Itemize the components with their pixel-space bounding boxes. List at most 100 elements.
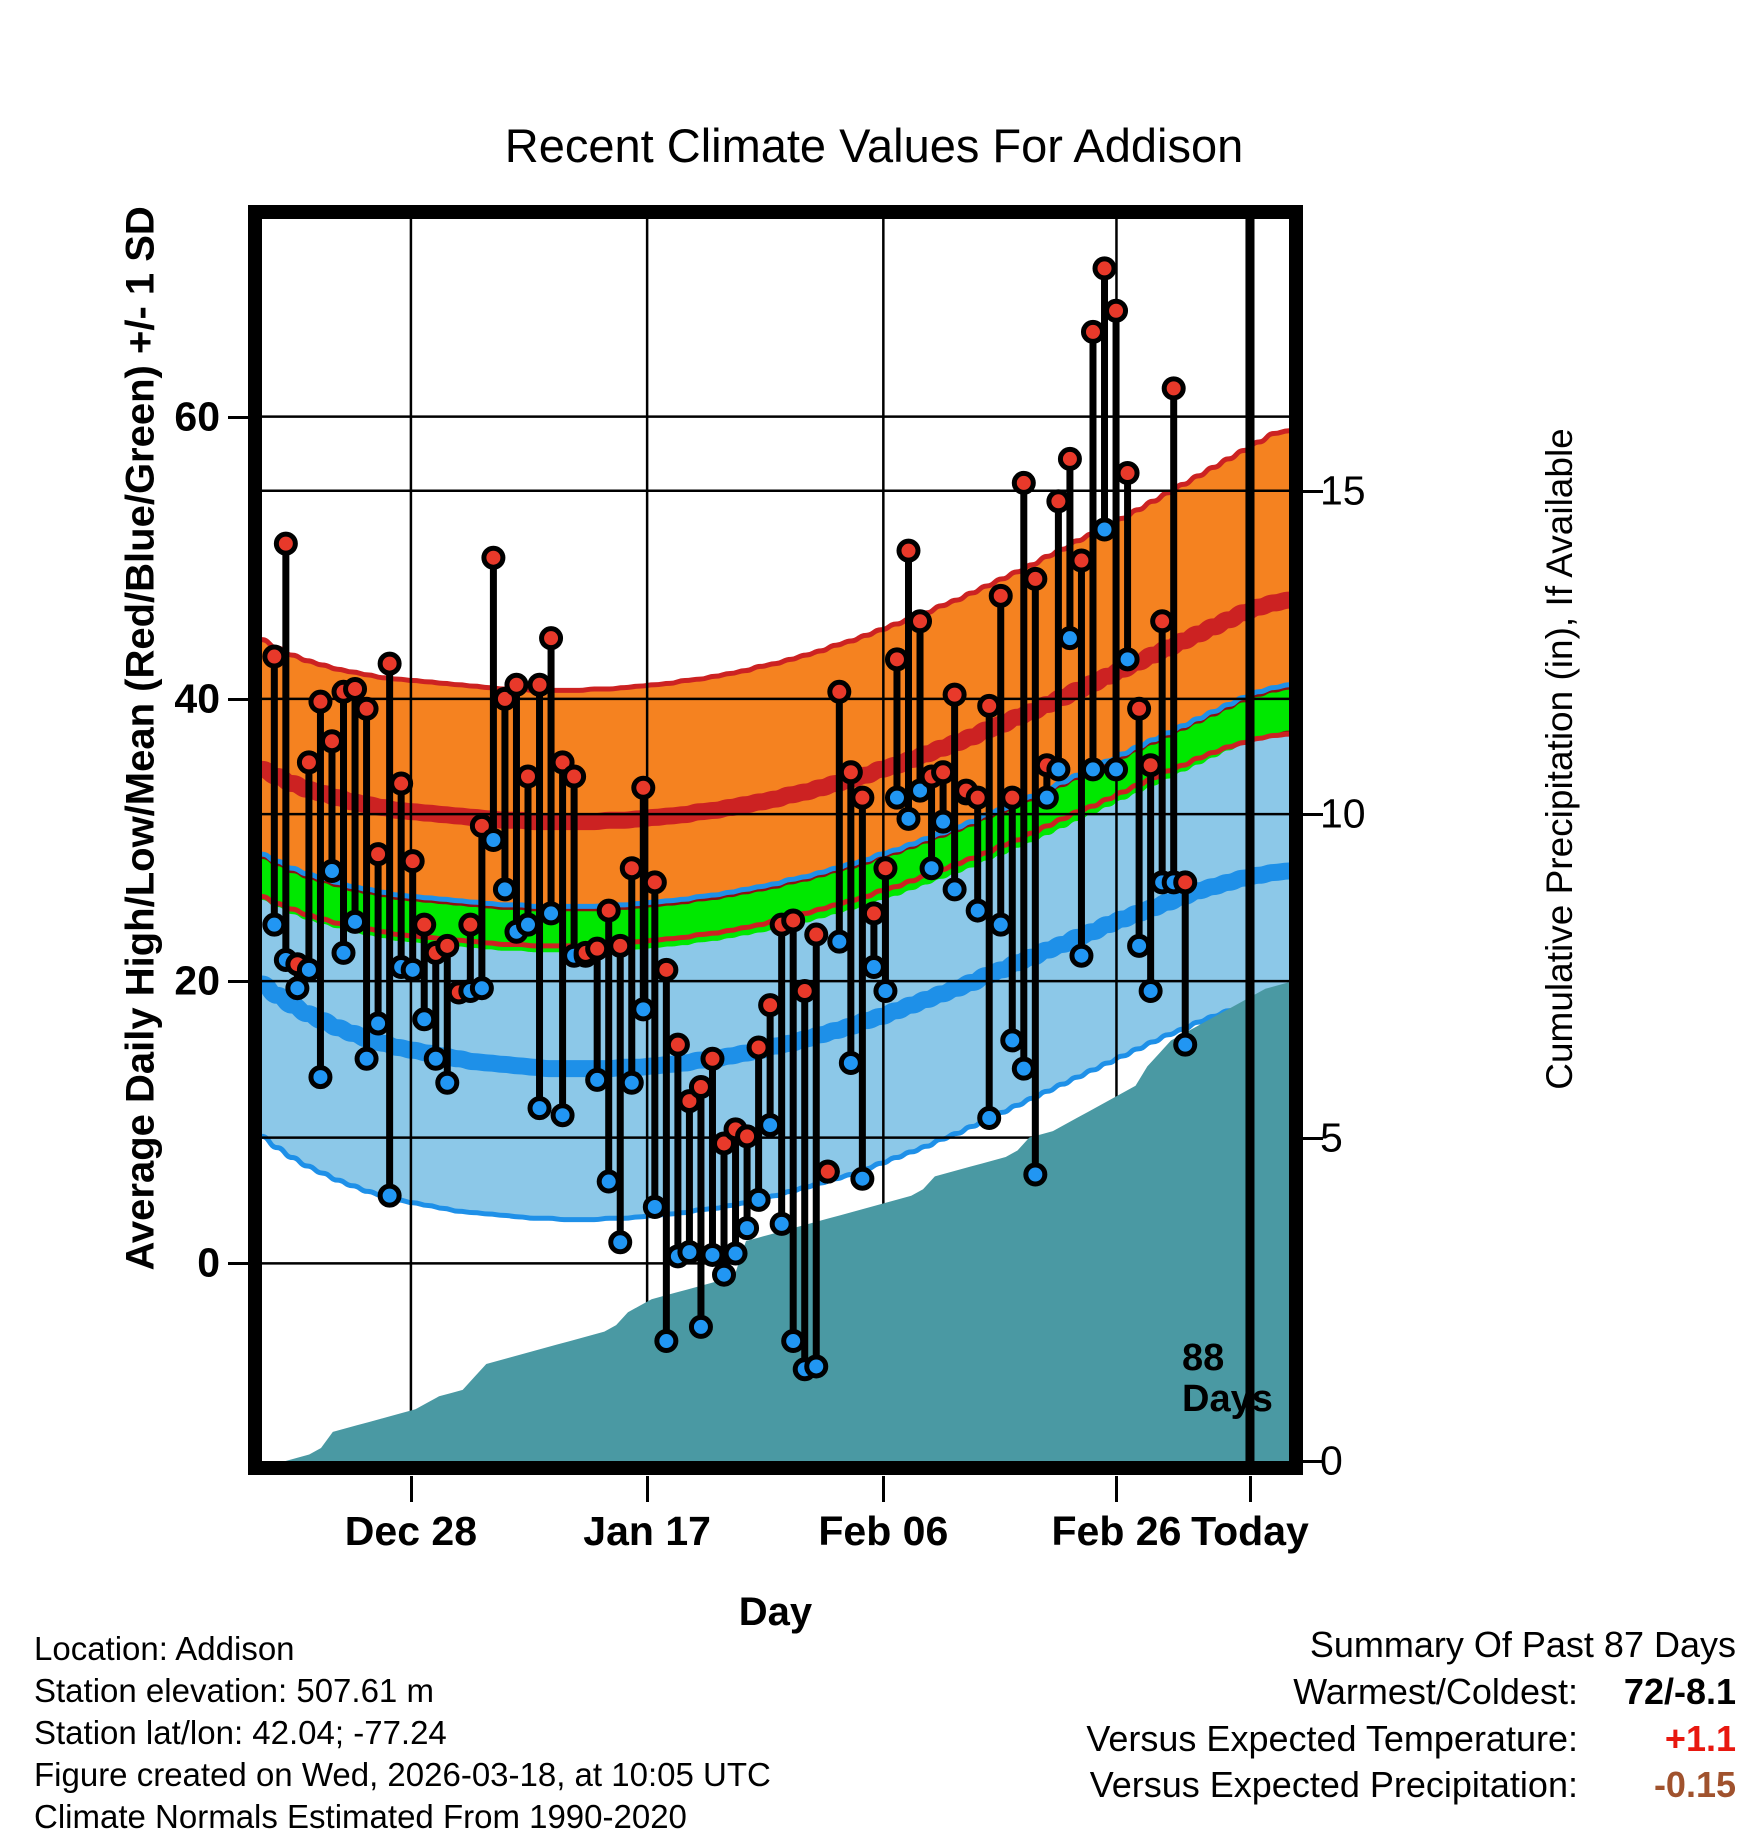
observed-low-marker (850, 1166, 875, 1191)
observed-high-marker (781, 908, 806, 933)
observed-high-marker (1161, 376, 1186, 401)
page-title: Recent Climate Values For Addison (504, 119, 1244, 172)
observed-low-marker (896, 806, 921, 831)
observed-high-marker (1150, 609, 1175, 634)
x-axis-tick-mark (882, 1476, 886, 1502)
observed-low-marker (412, 1007, 437, 1032)
days-word: Days (1182, 1378, 1273, 1421)
y-axis-right-tick-mark (1303, 1460, 1323, 1463)
y-axis-right-tick-mark (1303, 1136, 1323, 1140)
observed-high-marker (1057, 446, 1082, 471)
observed-high-marker (515, 764, 540, 789)
observed-high-marker (815, 1159, 840, 1184)
observed-high-marker (273, 531, 298, 556)
observed-low-marker (942, 877, 967, 902)
warmest-coldest-value: 72/-8.1 (1623, 1670, 1736, 1712)
observed-high-marker (458, 912, 483, 937)
observed-low-marker (331, 940, 356, 965)
observed-high-marker (481, 545, 506, 570)
normal-low-lower-edge (262, 995, 1289, 1223)
observed-low-marker (677, 1240, 702, 1265)
observed-low-marker (423, 1046, 448, 1071)
observed-low-marker (319, 859, 344, 884)
observed-low-marker (735, 1216, 760, 1241)
observed-low-marker (1115, 647, 1140, 672)
observed-high-marker (861, 901, 886, 926)
observed-low-marker (861, 955, 886, 980)
observed-low-marker (631, 997, 656, 1022)
observed-low-marker (781, 1329, 806, 1354)
observed-high-marker (262, 644, 287, 669)
observed-low-marker (285, 976, 310, 1001)
warmest-coldest-label: Warmest/Coldest: (1293, 1670, 1578, 1712)
observed-high-marker (343, 676, 368, 701)
y-axis-right-tick-label: 15 (1320, 467, 1366, 514)
observed-low-marker (608, 1230, 633, 1255)
observed-low-marker (919, 856, 944, 881)
observed-high-marker (1046, 489, 1071, 514)
info-elevation: Station elevation: 507.61 m (34, 1671, 434, 1709)
observed-high-marker (965, 785, 990, 810)
observed-low-marker (619, 1070, 644, 1095)
x-axis-tick-label: Today (1191, 1508, 1309, 1554)
observed-high-marker (654, 957, 679, 982)
observed-low-marker (527, 1096, 552, 1121)
info-location: Location: Addison (34, 1630, 295, 1667)
observed-high-marker (746, 1035, 771, 1060)
station-info-block: Location: Addison Station elevation: 507… (34, 1628, 771, 1838)
observed-high-marker (504, 672, 529, 697)
observed-low-marker (262, 912, 287, 937)
observed-low-marker (1057, 626, 1082, 651)
observed-high-marker (1080, 319, 1105, 344)
observed-high-marker (585, 936, 610, 961)
versus-temperature-value: +1.1 (1664, 1717, 1736, 1759)
observed-high-marker (977, 693, 1002, 718)
observed-high-marker (608, 933, 633, 958)
observed-low-marker (746, 1187, 771, 1212)
observed-high-marker (596, 898, 621, 923)
observed-high-marker (377, 651, 402, 676)
observed-high-marker (942, 682, 967, 707)
versus-precipitation-label: Versus Expected Precipitation: (1089, 1764, 1578, 1806)
versus-temperature-label: Versus Expected Temperature: (1086, 1717, 1578, 1759)
info-latlon: Station lat/lon: 42.04; -77.24 (34, 1713, 447, 1751)
observed-low-marker (366, 1011, 391, 1036)
observed-high-marker (1138, 753, 1163, 778)
observed-low-marker (1046, 757, 1071, 782)
observed-low-marker (1127, 933, 1152, 958)
observed-high-marker (308, 689, 333, 714)
plot-inner (262, 219, 1289, 1461)
observed-low-marker (469, 976, 494, 1001)
observed-high-marker (354, 696, 379, 721)
x-axis-tick-label: Feb 06 (818, 1508, 949, 1554)
observed-low-marker (1011, 1056, 1036, 1081)
y-axis-left-tick-mark (228, 697, 248, 701)
observed-high-marker (1000, 785, 1025, 810)
observed-low-marker (435, 1070, 460, 1095)
x-axis-tick-mark (409, 1476, 413, 1502)
observed-high-marker (1127, 696, 1152, 721)
observed-low-marker (377, 1183, 402, 1208)
observed-low-marker (804, 1354, 829, 1379)
observed-high-marker (631, 775, 656, 800)
observed-low-marker (688, 1314, 713, 1339)
observed-low-marker (931, 809, 956, 834)
observed-high-marker (735, 1124, 760, 1149)
observed-low-marker (723, 1241, 748, 1266)
observed-high-marker (642, 870, 667, 895)
observed-high-marker (1104, 298, 1129, 323)
observed-high-marker (1115, 461, 1140, 486)
y-axis-left-tick-label: 0 (197, 1239, 220, 1286)
versus-precipitation-value: -0.15 (1653, 1764, 1736, 1806)
summary-warmest-coldest: Warmest/Coldest: 72/-8.1 (1086, 1669, 1736, 1716)
y-axis-left-tick-label: 60 (174, 393, 220, 440)
observed-high-marker (1023, 566, 1048, 591)
y-axis-left-tick-label: 40 (174, 675, 220, 722)
observed-low-marker (1104, 757, 1129, 782)
observed-low-marker (481, 828, 506, 852)
observed-high-marker (1173, 870, 1198, 895)
climate-plot-svg (262, 219, 1289, 1461)
observed-low-marker (1023, 1162, 1048, 1187)
observed-low-marker (343, 909, 368, 934)
observed-high-marker (319, 729, 344, 754)
